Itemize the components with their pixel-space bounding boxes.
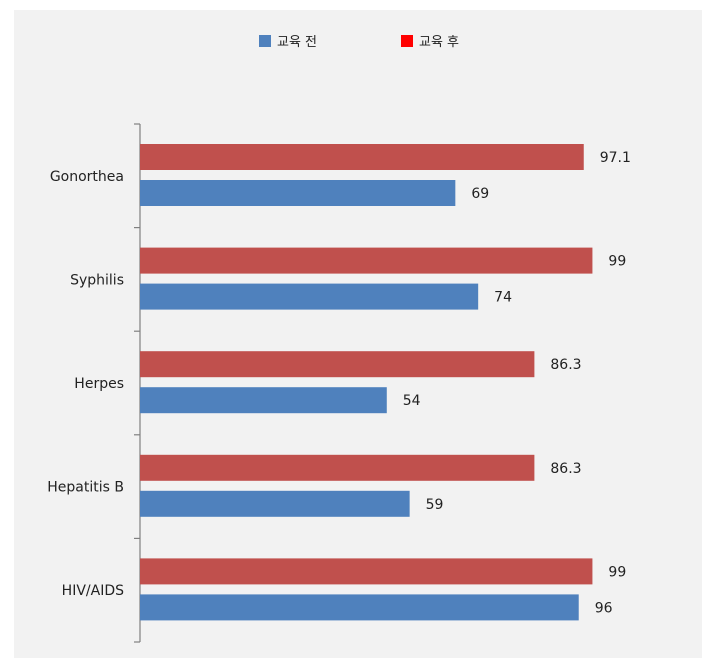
legend-swatch-before bbox=[259, 35, 271, 47]
category-label: Syphilis bbox=[70, 272, 124, 288]
category-label: Hepatitis B bbox=[47, 480, 124, 496]
data-label: 69 bbox=[471, 186, 489, 202]
data-label: 99 bbox=[608, 564, 626, 580]
data-label: 86.3 bbox=[550, 461, 581, 477]
bar bbox=[140, 387, 387, 414]
bar bbox=[140, 144, 584, 170]
data-label: 86.3 bbox=[550, 357, 581, 373]
bar bbox=[140, 351, 535, 378]
category-label: HIV/AIDS bbox=[62, 583, 124, 599]
category-axis bbox=[134, 123, 141, 643]
bar bbox=[140, 558, 593, 585]
legend: 교육 전 교육 후 bbox=[259, 35, 459, 50]
chart-panel: 교육 전 교육 후 Gonorthea 97.1 69 Syphilis 99 74 Her… bbox=[14, 10, 702, 658]
data-label: 74 bbox=[494, 290, 512, 306]
bar bbox=[140, 454, 535, 481]
legend-swatch-after bbox=[401, 35, 413, 47]
legend-label-before: 교육 전 bbox=[277, 35, 317, 50]
bar bbox=[140, 180, 456, 206]
data-label: 54 bbox=[403, 393, 421, 409]
data-label: 99 bbox=[608, 254, 626, 270]
data-label: 97.1 bbox=[600, 150, 631, 166]
bar bbox=[140, 283, 479, 310]
data-label: 96 bbox=[595, 600, 613, 616]
labels: Gonorthea 97.1 69 Syphilis 99 74 Herpes 86.3 54 H… bbox=[47, 150, 631, 616]
bar bbox=[140, 490, 410, 517]
legend-item-after: 교육 후 bbox=[401, 35, 459, 50]
bars bbox=[140, 144, 593, 621]
bar bbox=[140, 247, 593, 274]
legend-label-after: 교육 후 bbox=[419, 35, 459, 50]
category-label: Gonorthea bbox=[50, 169, 124, 185]
data-label: 59 bbox=[426, 497, 444, 513]
legend-item-before: 교육 전 bbox=[259, 35, 317, 50]
bar bbox=[140, 594, 579, 621]
chart-svg: 교육 전 교육 후 Gonorthea 97.1 69 Syphilis 99 74 Her… bbox=[47, 35, 631, 643]
category-label: Herpes bbox=[74, 376, 124, 392]
